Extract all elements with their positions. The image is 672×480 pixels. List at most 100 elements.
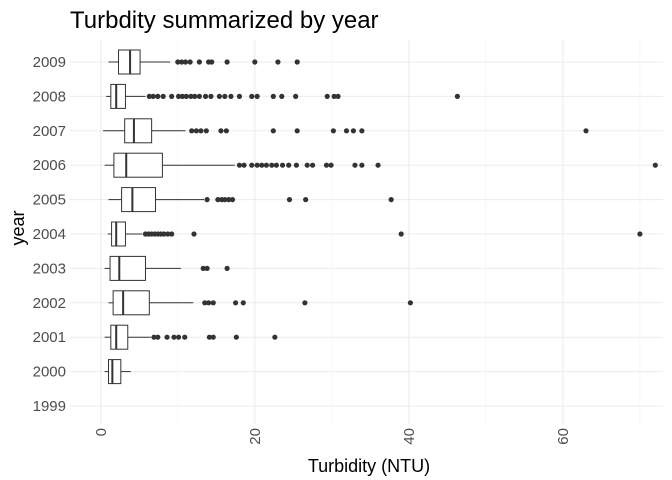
x-tick-label: 0 — [93, 428, 110, 436]
outlier-point — [249, 93, 255, 99]
box-2003 — [104, 255, 230, 281]
outlier-point — [359, 162, 365, 168]
box-2004 — [107, 221, 643, 247]
outlier-point — [179, 93, 186, 99]
outlier-point — [175, 93, 182, 99]
outlier-point — [269, 162, 275, 168]
box-2001 — [104, 324, 278, 350]
outlier-point — [350, 128, 357, 134]
outlier-point — [196, 59, 202, 65]
outlier-point — [240, 300, 246, 306]
outlier-point — [160, 93, 166, 99]
outlier-point — [222, 197, 228, 203]
outlier-point — [171, 334, 177, 340]
y-tick-label: 2007 — [33, 123, 66, 140]
x-tick-labels: 0 20 40 60 — [93, 428, 572, 445]
outlier-point — [309, 162, 316, 168]
y-tick-label: 2006 — [33, 157, 66, 174]
y-axis-title: year — [8, 210, 28, 245]
outlier-point — [302, 300, 308, 306]
outlier-point — [228, 93, 234, 99]
outlier-point — [294, 128, 300, 134]
outlier-point — [232, 300, 239, 306]
box-iqr — [121, 187, 156, 213]
outlier-point — [279, 162, 286, 168]
outlier-point — [169, 93, 175, 99]
outlier-point — [151, 334, 157, 340]
box-iqr — [124, 118, 153, 144]
outlier-point — [182, 334, 188, 340]
box-iqr — [110, 324, 129, 350]
outlier-point — [652, 162, 658, 168]
outlier-point — [146, 93, 152, 99]
outlier-point — [208, 93, 214, 99]
outlier-point — [200, 265, 206, 271]
y-tick-label: 2003 — [33, 260, 66, 277]
outlier-point — [229, 197, 236, 203]
outlier-point — [233, 334, 239, 340]
outlier-point — [293, 93, 299, 99]
outlier-point — [270, 128, 276, 134]
outlier-point — [270, 93, 276, 99]
outlier-point — [216, 93, 223, 99]
outlier-point — [164, 334, 170, 340]
outlier-point — [252, 59, 258, 65]
y-tick-label: 2002 — [33, 295, 66, 312]
outlier-point — [191, 231, 197, 237]
outlier-point — [286, 162, 292, 168]
outlier-point — [352, 162, 358, 168]
box-iqr — [111, 221, 126, 247]
y-tick-label: 2004 — [33, 226, 66, 243]
outlier-point — [192, 93, 198, 99]
y-tick-label: 2000 — [33, 364, 66, 381]
y-tick-label: 2008 — [33, 88, 66, 105]
outlier-point — [203, 128, 209, 134]
outlier-point — [583, 128, 589, 134]
outlier-point — [275, 59, 281, 65]
x-tick-label: 40 — [401, 428, 418, 445]
y-tick-label: 2009 — [33, 54, 66, 71]
outlier-point — [324, 93, 330, 99]
box-iqr — [108, 359, 122, 385]
outlier-point — [210, 334, 216, 340]
outlier-point — [454, 93, 460, 99]
outlier-point — [330, 128, 336, 134]
outlier-point — [198, 128, 204, 134]
outlier-point — [179, 59, 185, 65]
box-iqr — [113, 152, 163, 178]
outlier-point — [375, 162, 381, 168]
outlier-point — [335, 93, 341, 99]
box-2002 — [108, 290, 413, 316]
outlier-point — [303, 197, 309, 203]
y-tick-label: 2001 — [33, 329, 66, 346]
outlier-point — [236, 93, 243, 99]
y-tick-label: 2005 — [33, 192, 66, 209]
outlier-point — [206, 334, 212, 340]
x-axis-title: Turbidity (NTU) — [308, 456, 430, 476]
outlier-point — [189, 128, 195, 134]
outlier-point — [183, 93, 189, 99]
outlier-point — [224, 59, 230, 65]
outlier-point — [165, 231, 171, 237]
boxes — [103, 49, 658, 385]
outlier-point — [215, 197, 221, 203]
outlier-point — [161, 231, 167, 237]
chart-title: Turbdity summarized by year — [70, 7, 379, 34]
outlier-point — [175, 59, 181, 65]
outlier-point — [328, 162, 334, 168]
box-2008 — [106, 83, 460, 109]
outlier-point — [263, 162, 269, 168]
outlier-point — [187, 59, 193, 65]
box-iqr — [110, 83, 126, 109]
outlier-point — [304, 162, 310, 168]
outlier-point — [286, 197, 293, 203]
outlier-point — [150, 93, 156, 99]
outlier-point — [272, 334, 278, 340]
outlier-point — [155, 93, 161, 99]
x-tick-label: 20 — [247, 428, 264, 445]
box-2000 — [104, 359, 131, 385]
box-iqr — [112, 290, 150, 316]
outlier-point — [293, 162, 300, 168]
outlier-point — [637, 231, 643, 237]
